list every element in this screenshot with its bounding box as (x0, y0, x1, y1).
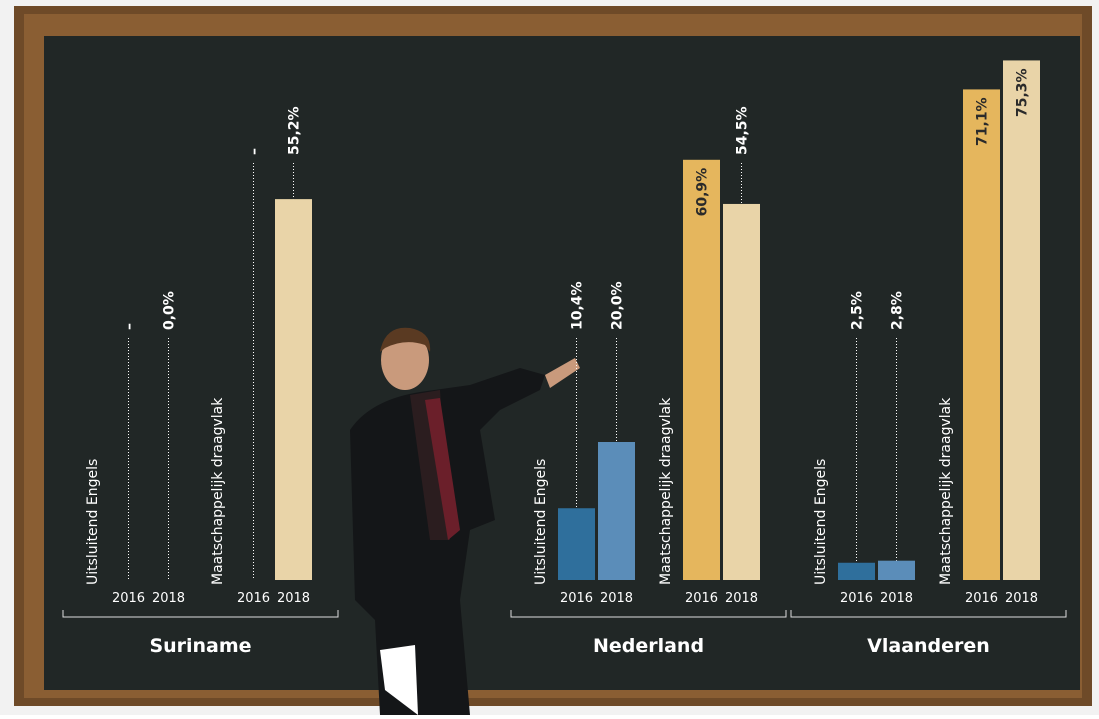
series-label: Uitsluitend Engels (813, 459, 829, 585)
value-label: 2,8% (890, 291, 906, 330)
series-label: Maatschappelijk draagvlak (938, 397, 954, 585)
bar (558, 508, 595, 580)
bar (1003, 60, 1040, 581)
group-label: Nederland (593, 635, 704, 657)
value-label: 55,2% (287, 106, 303, 155)
value-label: 75,3% (1015, 68, 1031, 117)
value-label: 54,5% (735, 106, 751, 155)
bar (878, 560, 915, 580)
value-label: 60,9% (695, 168, 711, 217)
year-label: 2018 (277, 591, 310, 606)
year-label: 2016 (112, 591, 145, 606)
value-label: 20,0% (610, 281, 626, 330)
year-label: 2018 (1005, 591, 1038, 606)
group-label: Suriname (149, 635, 251, 657)
bar (683, 159, 720, 581)
year-label: 2016 (237, 591, 270, 606)
value-label: 10,4% (570, 281, 586, 330)
year-label: 2018 (725, 591, 758, 606)
year-label: 2016 (840, 591, 873, 606)
year-label: 2018 (152, 591, 185, 606)
bar (838, 562, 875, 580)
year-label: 2016 (685, 591, 718, 606)
group-label: Vlaanderen (867, 635, 990, 657)
group-bracket (510, 610, 787, 618)
value-label: 71,1% (975, 97, 991, 146)
bar (275, 199, 312, 580)
chalkboard (44, 36, 1080, 690)
value-label: 2,5% (850, 291, 866, 330)
series-label: Uitsluitend Engels (533, 459, 549, 585)
value-label: – (122, 323, 138, 330)
value-label: – (247, 148, 263, 155)
series-label: Maatschappelijk draagvlak (210, 397, 226, 585)
bar (963, 89, 1000, 580)
series-label: Uitsluitend Engels (85, 459, 101, 585)
group-bracket (790, 610, 1067, 618)
year-label: 2018 (880, 591, 913, 606)
group-bracket (62, 610, 339, 618)
bar (723, 203, 760, 580)
teacher (350, 327, 580, 715)
series-label: Maatschappelijk draagvlak (658, 397, 674, 585)
year-label: 2018 (600, 591, 633, 606)
value-label: 0,0% (162, 291, 178, 330)
year-label: 2016 (965, 591, 998, 606)
bar (598, 442, 635, 580)
year-label: 2016 (560, 591, 593, 606)
